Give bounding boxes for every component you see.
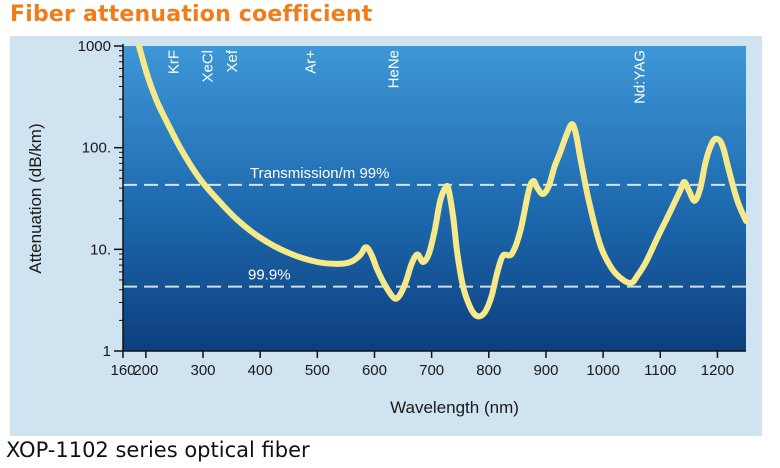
x-tick-label: 800 xyxy=(476,362,501,379)
laser-annotation: Xef xyxy=(224,49,241,72)
x-tick-label: 1100 xyxy=(644,362,676,379)
laser-annotation: Nd:YAG xyxy=(632,50,649,104)
x-tick-label: 500 xyxy=(305,362,330,379)
x-tick-label: 200 xyxy=(133,362,158,379)
plot-area xyxy=(123,46,746,351)
attenuation-curve xyxy=(136,43,749,320)
attenuation-chart: Transmission/m 99% 99.9% 1 10. 100. 1000 16020… xyxy=(26,38,749,417)
y-axis-title: Attenuation (dB/km) xyxy=(26,123,45,273)
laser-annotation: HeNe xyxy=(385,50,402,88)
x-tick-label: 300 xyxy=(191,362,216,379)
x-tick-label: 1200 xyxy=(701,362,734,379)
laser-annotation: XeCl xyxy=(200,50,217,83)
y-tick-label: 100. xyxy=(82,140,111,157)
reference-line-label: Transmission/m 99% xyxy=(250,165,389,182)
x-tick-label: 400 xyxy=(248,362,273,379)
y-tick-label: 10. xyxy=(90,241,111,258)
x-axis-title: Wavelength (nm) xyxy=(390,398,519,417)
chart-figure: Transmission/m 99% 99.9% 1 10. 100. 1000 160 20… xyxy=(10,36,762,436)
figure-caption: XOP-1102 series optical fiber xyxy=(6,438,310,462)
y-tick-label: 1000 xyxy=(78,38,111,55)
y-tick-label: 1 xyxy=(103,343,111,360)
x-tick-label: 700 xyxy=(419,362,444,379)
x-tick-label: 600 xyxy=(362,362,387,379)
x-tick-label: 900 xyxy=(533,362,558,379)
laser-annotation: Ar+ xyxy=(302,50,319,74)
x-tick-label: 1000 xyxy=(586,362,619,379)
laser-annotation: KrF xyxy=(165,50,182,74)
x-tick-label: 160 xyxy=(110,362,135,379)
page-title: Fiber attenuation coefficient xyxy=(10,2,373,27)
reference-line-label: 99.9% xyxy=(248,267,291,284)
